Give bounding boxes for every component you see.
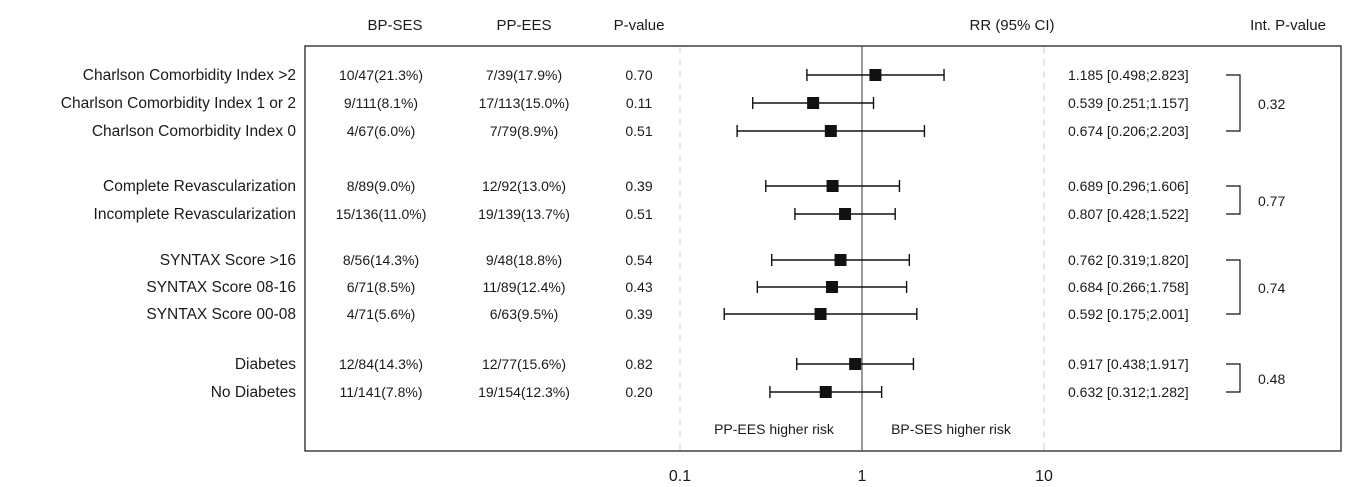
cell-bp-ses: 8/56(14.3%) — [343, 252, 419, 268]
x-tick-label: 10 — [1035, 468, 1053, 485]
interaction-p-value: 0.48 — [1258, 371, 1285, 387]
cell-pp-ees: 12/92(13.0%) — [482, 178, 566, 194]
annotation-left: PP-EES higher risk — [714, 421, 835, 437]
point-estimate — [807, 97, 820, 109]
cell-bp-ses: 6/71(8.5%) — [347, 279, 415, 295]
cell-rr-ci: 0.684 [0.266;1.758] — [1068, 279, 1189, 295]
x-axis: 0.1 1 10 — [669, 468, 1053, 485]
point-estimate — [849, 358, 862, 370]
interaction-groups: 0.32 0.77 0.74 0.48 — [1226, 74, 1285, 393]
interaction-bracket: 0.32 — [1226, 74, 1285, 132]
point-estimate — [814, 308, 827, 320]
cell-p-value: 0.51 — [625, 123, 652, 139]
point-estimate — [869, 69, 882, 81]
cell-bp-ses: 4/71(5.6%) — [347, 306, 415, 322]
cell-p-value: 0.11 — [626, 95, 652, 111]
x-tick-label: 1 — [858, 468, 867, 485]
cell-rr-ci: 0.807 [0.428;1.522] — [1068, 206, 1189, 222]
bracket-line — [1226, 74, 1241, 132]
bracket-line — [1226, 363, 1241, 393]
row-label: SYNTAX Score 00-08 — [146, 306, 296, 323]
header-rr-ci: RR (95% CI) — [969, 17, 1054, 34]
cell-rr-ci: 0.632 [0.312;1.282] — [1068, 384, 1189, 400]
cell-bp-ses: 12/84(14.3%) — [339, 356, 423, 372]
forest-row: Charlson Comorbidity Index >2 10/47(21.3%… — [83, 67, 1189, 84]
cell-bp-ses: 9/111(8.1%) — [344, 95, 418, 111]
row-label: Charlson Comorbidity Index 0 — [92, 123, 297, 140]
cell-bp-ses: 8/89(9.0%) — [347, 178, 415, 194]
row-label: Charlson Comorbidity Index 1 or 2 — [61, 95, 296, 112]
point-estimate — [824, 125, 837, 137]
forest-row: Incomplete Revascularization 15/136(11.0%… — [94, 206, 1189, 223]
cell-pp-ees: 19/139(13.7%) — [478, 206, 570, 222]
interaction-bracket: 0.48 — [1226, 363, 1285, 393]
forest-row: Diabetes 12/84(14.3%) 12/77(15.6%) 0.82 0.91… — [235, 356, 1189, 373]
point-estimate — [839, 208, 852, 220]
bracket-line — [1226, 185, 1241, 215]
row-label: Diabetes — [235, 356, 296, 373]
interaction-p-value: 0.77 — [1258, 193, 1285, 209]
cell-pp-ees: 19/154(12.3%) — [478, 384, 570, 400]
forest-row: Complete Revascularization 8/89(9.0%) 12/9… — [103, 178, 1189, 195]
interaction-bracket: 0.74 — [1226, 259, 1285, 315]
forest-row: Charlson Comorbidity Index 0 4/67(6.0%) 7/… — [92, 123, 1189, 140]
header-int-p-value: Int. P-value — [1250, 17, 1326, 34]
cell-p-value: 0.20 — [625, 384, 652, 400]
forest-row: SYNTAX Score 08-16 6/71(8.5%) 11/89(12.4%)… — [146, 279, 1188, 296]
x-tick-label: 0.1 — [669, 468, 691, 485]
header-pp-ees: PP-EES — [496, 17, 551, 34]
cell-p-value: 0.70 — [625, 67, 652, 83]
row-label: Incomplete Revascularization — [94, 206, 296, 223]
point-estimate — [826, 180, 839, 192]
row-label: Charlson Comorbidity Index >2 — [83, 67, 296, 84]
interaction-p-value: 0.32 — [1258, 96, 1285, 112]
cell-p-value: 0.43 — [625, 279, 652, 295]
cell-p-value: 0.82 — [625, 356, 652, 372]
cell-rr-ci: 0.592 [0.175;2.001] — [1068, 306, 1189, 322]
cell-pp-ees: 11/89(12.4%) — [482, 279, 565, 295]
forest-row: Charlson Comorbidity Index 1 or 2 9/111(8… — [61, 95, 1189, 112]
forest-row: No Diabetes 11/141(7.8%) 19/154(12.3%) 0.20… — [211, 384, 1189, 401]
interaction-p-value: 0.74 — [1258, 280, 1285, 296]
bracket-line — [1226, 259, 1241, 315]
cell-p-value: 0.54 — [625, 252, 652, 268]
point-estimate — [819, 386, 832, 398]
cell-rr-ci: 0.917 [0.438;1.917] — [1068, 356, 1189, 372]
cell-p-value: 0.39 — [625, 178, 652, 194]
cell-rr-ci: 0.674 [0.206;2.203] — [1068, 123, 1189, 139]
point-estimate — [825, 281, 838, 293]
header-bp-ses: BP-SES — [367, 17, 422, 34]
row-label: SYNTAX Score 08-16 — [146, 279, 296, 296]
cell-bp-ses: 11/141(7.8%) — [339, 384, 422, 400]
point-estimate — [834, 254, 847, 266]
cell-bp-ses: 4/67(6.0%) — [347, 123, 415, 139]
cell-pp-ees: 7/79(8.9%) — [490, 123, 558, 139]
row-label: SYNTAX Score >16 — [160, 252, 296, 269]
cell-pp-ees: 7/39(17.9%) — [486, 67, 562, 83]
forest-row: SYNTAX Score >16 8/56(14.3%) 9/48(18.8%) 0.… — [160, 252, 1189, 269]
forest-row: SYNTAX Score 00-08 4/71(5.6%) 6/63(9.5%) 0.… — [146, 306, 1188, 323]
annotation-right: BP-SES higher risk — [891, 421, 1012, 437]
cell-p-value: 0.39 — [625, 306, 652, 322]
row-label: Complete Revascularization — [103, 178, 296, 195]
cell-rr-ci: 0.539 [0.251;1.157] — [1068, 95, 1189, 111]
cell-pp-ees: 17/113(15.0%) — [479, 95, 570, 111]
row-label: No Diabetes — [211, 384, 297, 401]
cell-pp-ees: 9/48(18.8%) — [486, 252, 562, 268]
cell-rr-ci: 1.185 [0.498;2.823] — [1068, 67, 1189, 83]
cell-p-value: 0.51 — [625, 206, 652, 222]
cell-pp-ees: 6/63(9.5%) — [490, 306, 558, 322]
cell-rr-ci: 0.689 [0.296;1.606] — [1068, 178, 1189, 194]
interaction-bracket: 0.77 — [1226, 185, 1285, 215]
plot-frame — [304, 45, 1342, 452]
rows: Charlson Comorbidity Index >2 10/47(21.3%… — [61, 67, 1189, 401]
cell-pp-ees: 12/77(15.6%) — [482, 356, 566, 372]
cell-rr-ci: 0.762 [0.319;1.820] — [1068, 252, 1189, 268]
cell-bp-ses: 15/136(11.0%) — [336, 206, 427, 222]
cell-bp-ses: 10/47(21.3%) — [339, 67, 423, 83]
header-p-value: P-value — [614, 17, 665, 34]
